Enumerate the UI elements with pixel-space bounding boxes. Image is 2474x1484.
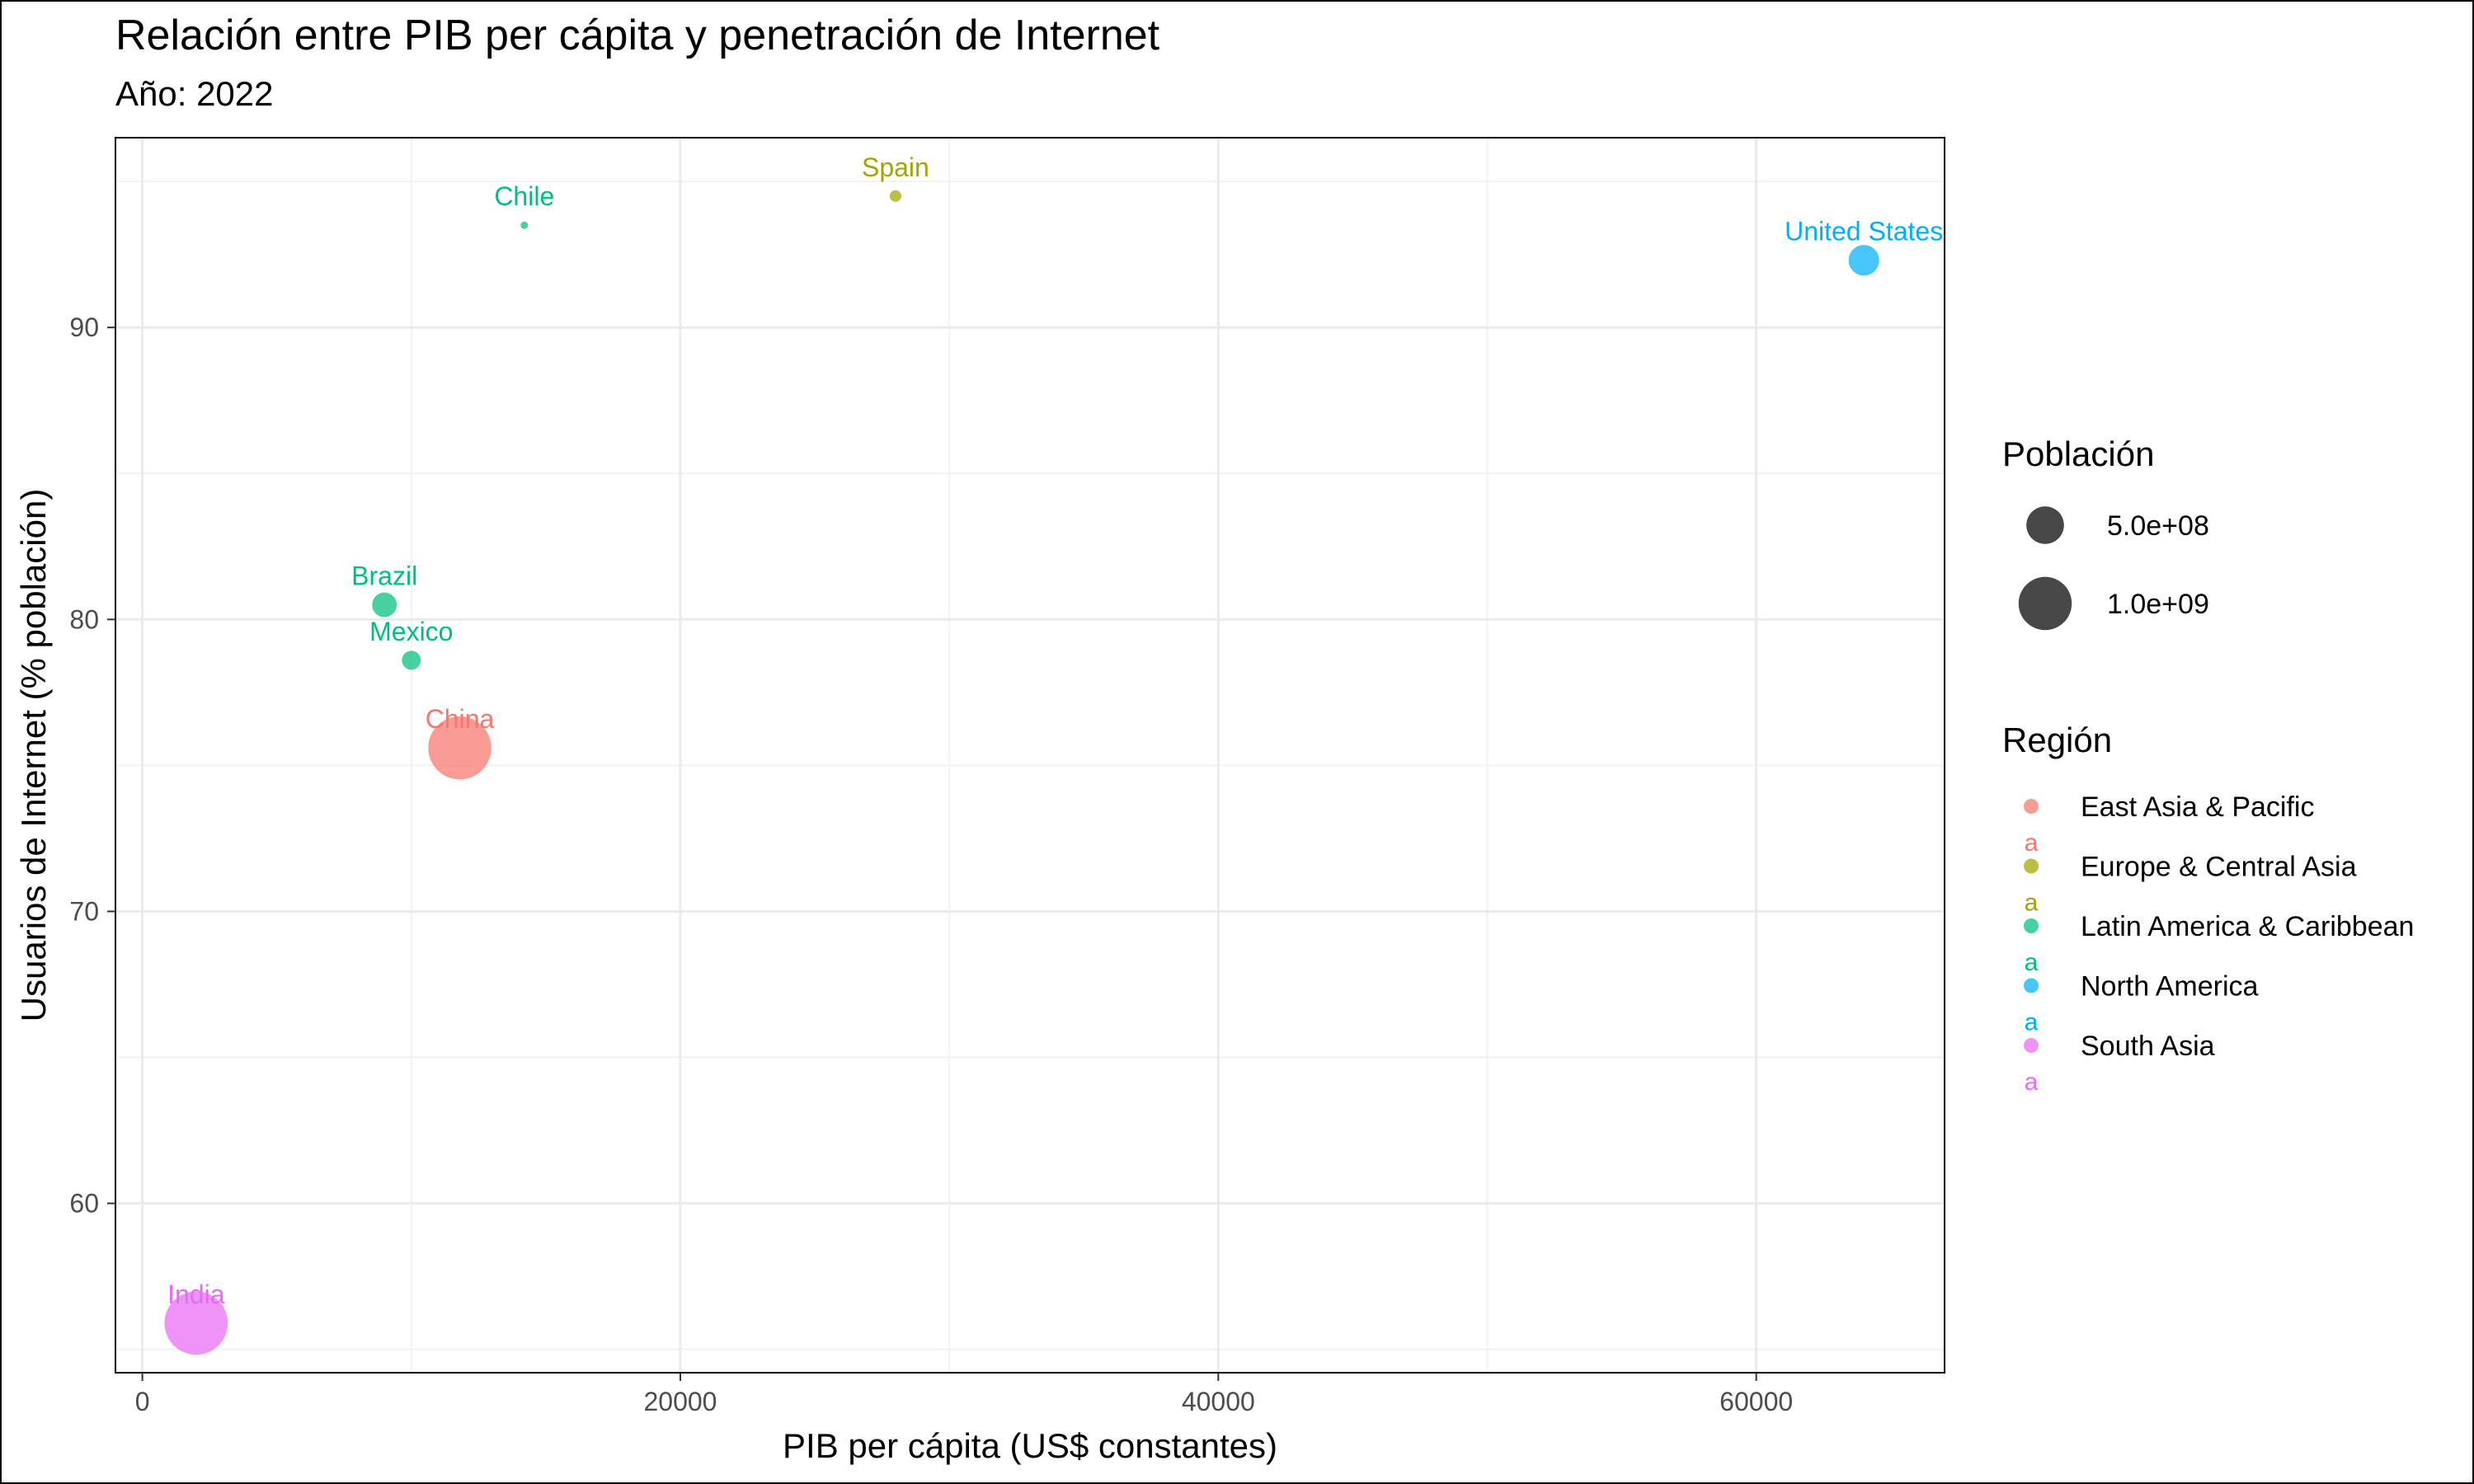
points-layer	[164, 190, 1879, 1355]
y-tick-label: 60	[69, 1189, 99, 1219]
legend-size: Población 5.0e+08 1.0e+09	[2002, 434, 2209, 631]
legend-color-label: Europe & Central Asia	[2081, 852, 2357, 883]
legend-color-label: North America	[2081, 971, 2258, 1003]
y-axis-ticks: 60 70 80 90	[69, 312, 115, 1219]
data-point	[889, 190, 901, 202]
legend-color-label: South Asia	[2081, 1031, 2215, 1062]
legend-color-title: Región	[2002, 721, 2112, 759]
legend-color-key	[2024, 799, 2039, 814]
legend-size-label: 5.0e+08	[2107, 510, 2209, 542]
legend-size-key	[2026, 506, 2064, 544]
legend-color-label: East Asia & Pacific	[2081, 791, 2314, 823]
legend-size-label: 1.0e+09	[2107, 589, 2209, 620]
y-axis-title: Usuarios de Internet (% población)	[14, 489, 53, 1022]
legend-size-title: Población	[2002, 434, 2154, 473]
y-tick-label: 90	[69, 312, 99, 342]
legend-color-key-text: a	[2025, 890, 2039, 917]
legend-color-key-text: a	[2025, 949, 2039, 976]
data-point	[520, 221, 529, 229]
data-point	[402, 650, 421, 670]
data-point	[1848, 245, 1879, 276]
point-label: Chile	[494, 181, 554, 211]
legend-color-key-text: a	[2025, 829, 2039, 857]
point-label: Brazil	[351, 561, 417, 591]
grid-minor	[115, 138, 1945, 1373]
labels-layer: Chile Spain United States Brazil Mexico China…	[167, 153, 1943, 1309]
legend-color-key-text: a	[2025, 1068, 2039, 1096]
point-label: Mexico	[369, 617, 453, 646]
y-tick-label: 80	[69, 604, 99, 634]
legend-color: Región a East Asia & Pacific a Europe & Cen…	[2002, 721, 2414, 1096]
legend-color-key	[2024, 918, 2039, 933]
point-label: China	[426, 704, 495, 734]
x-tick-label: 20000	[643, 1387, 717, 1416]
legend-color-key	[2024, 858, 2039, 874]
point-label: United States	[1785, 217, 1943, 247]
point-label: India	[167, 1280, 225, 1309]
x-tick-label: 40000	[1182, 1387, 1255, 1416]
point-label: Spain	[862, 153, 929, 182]
y-tick-label: 70	[69, 896, 99, 926]
legend-color-key	[2024, 978, 2039, 993]
panel-border	[115, 137, 1945, 1374]
legend-color-label: Latin America & Caribbean	[2081, 911, 2414, 942]
legend-color-key-text: a	[2025, 1009, 2039, 1036]
legend-color-key	[2024, 1038, 2039, 1053]
x-axis-ticks: 0 20000 40000 60000	[135, 1373, 1793, 1416]
data-point	[372, 592, 397, 618]
chart-title: Relación entre PIB per cápita y penetrac…	[115, 12, 1160, 59]
legend-size-key	[2018, 576, 2072, 631]
x-tick-label: 60000	[1719, 1387, 1793, 1416]
x-axis-title: PIB per cápita (US$ constantes)	[783, 1426, 1277, 1465]
data-point	[428, 716, 492, 780]
chart-subtitle: Año: 2022	[115, 74, 274, 113]
x-tick-label: 0	[135, 1387, 150, 1416]
grid-major	[115, 138, 1945, 1373]
data-point	[164, 1291, 228, 1355]
